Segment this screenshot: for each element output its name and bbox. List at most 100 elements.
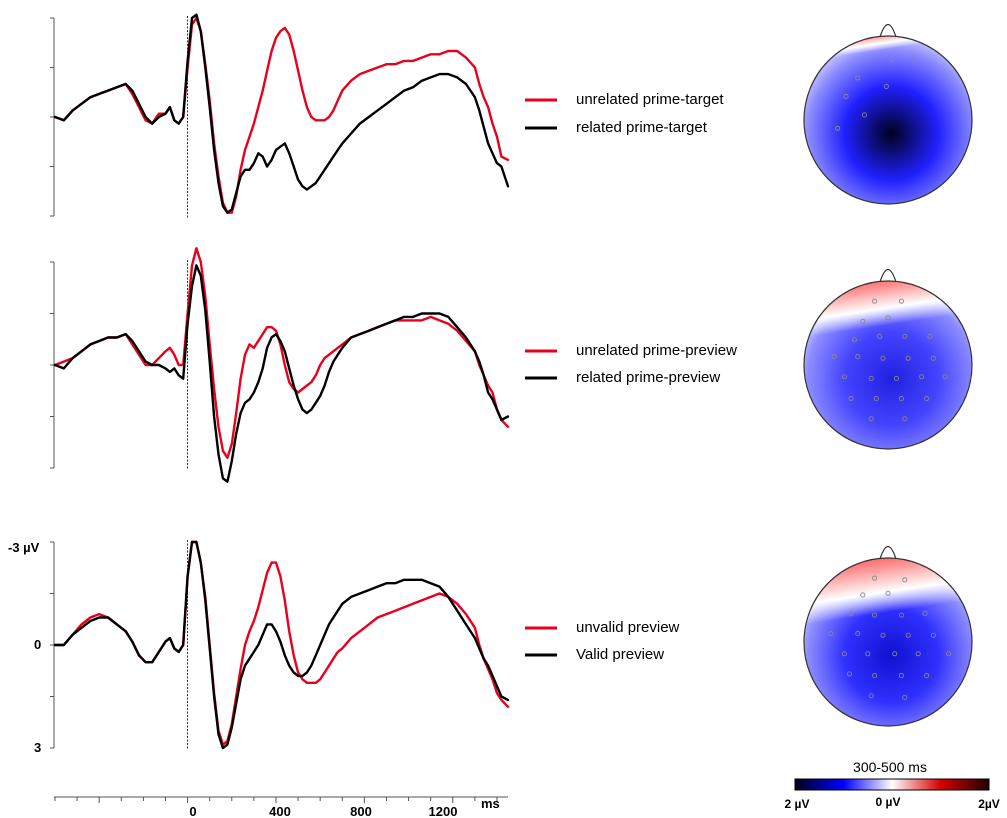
nose-shape [879, 268, 897, 283]
legend-label: related prime-preview [576, 369, 720, 386]
electrode-marker [868, 693, 874, 699]
scalp-frontal-positivity [804, 36, 972, 204]
electrode-marker [873, 396, 879, 402]
electrode-marker [924, 673, 930, 679]
electrode-marker [861, 112, 868, 118]
x-tick-label-0: 0 [189, 804, 196, 818]
electrode-marker [855, 354, 861, 360]
scalp-frontal-positivity [804, 281, 972, 449]
erp-panel-preview-validity [50, 540, 510, 750]
x-tick-label-1200: 1200 [429, 804, 458, 818]
scalp-frontal-positivity [804, 558, 972, 726]
legend-label: unrelated prime-preview [576, 342, 737, 359]
electrode-marker [898, 298, 904, 304]
x-axis [54, 796, 508, 803]
legend-label: Valid preview [576, 646, 664, 663]
electrode-marker [868, 375, 874, 381]
electrode-marker [872, 612, 878, 618]
electrode-marker [905, 632, 911, 638]
electrode-marker [835, 125, 841, 131]
electrode-marker [902, 694, 908, 700]
electrode-marker [888, 56, 894, 63]
scalp-outline [803, 280, 973, 450]
electrode-marker [848, 396, 854, 402]
electrode-marker [860, 318, 866, 324]
series-line-black [53, 540, 510, 750]
legend-label: related prime-target [576, 119, 708, 136]
electrode-marker [843, 93, 849, 100]
series-line-red [53, 247, 510, 459]
legend-label: unrelated prime-target [576, 91, 724, 108]
electrode-marker [885, 590, 891, 596]
electrode-marker [828, 631, 834, 637]
scalp-map [803, 23, 973, 205]
x-tick-label-400: 400 [269, 804, 291, 818]
electrode-marker [868, 416, 874, 422]
y-tick-label-top: -3 µV [8, 540, 40, 555]
electrode-marker [898, 396, 904, 402]
electrode-marker [841, 374, 847, 380]
electrode-marker [855, 631, 861, 637]
legend-prime-preview: unrelated prime-preview related prime-pr… [525, 342, 737, 386]
scalp-map [803, 545, 973, 727]
nose-shape [879, 23, 897, 38]
electrode-marker [902, 577, 908, 583]
electrode-marker [892, 651, 898, 657]
electrode-marker [942, 374, 948, 380]
electrode-marker [865, 651, 871, 657]
x-axis-unit: ms [481, 796, 500, 811]
scalp-maps [803, 23, 973, 727]
electrode-marker [922, 610, 928, 616]
electrode-marker [877, 333, 883, 339]
legend-label: unvalid preview [576, 619, 680, 636]
series-line-red [53, 16, 510, 214]
electrode-marker [872, 673, 878, 679]
electrode-marker [915, 651, 921, 657]
electrode-marker [893, 375, 899, 381]
colorbar-label-left: 2 µV [785, 797, 810, 811]
electrode-marker [880, 632, 886, 638]
electrode-marker [945, 651, 952, 657]
colorbar-label-right: 2µV [978, 797, 1000, 811]
electrode-marker [841, 651, 847, 657]
electrode-marker [831, 354, 837, 360]
electrode-marker [885, 315, 891, 321]
colorbar [794, 778, 990, 791]
electrode-marker [905, 355, 911, 361]
electrode-marker [846, 671, 852, 677]
scalp-outline [803, 35, 973, 205]
x-tick-label-800: 800 [350, 804, 372, 818]
legend-prime-target: unrelated prime-target related prime-tar… [525, 91, 724, 136]
electrode-marker [927, 333, 933, 339]
scalp-outline [803, 557, 973, 727]
electrode-marker [902, 416, 908, 422]
electrode-marker [902, 333, 908, 339]
electrode-marker [910, 56, 916, 63]
electrode-marker [860, 592, 866, 598]
electrode-marker [898, 612, 904, 618]
electrode-marker [898, 673, 904, 679]
electrode-marker [919, 374, 925, 380]
y-tick-label-zero: 0 [34, 637, 41, 652]
erp-panel-prime-target [50, 13, 510, 218]
electrode-marker [930, 355, 936, 361]
colorbar-label-mid: 0 µV [876, 795, 901, 809]
legend-preview-validity: unvalid preview Valid preview [525, 619, 680, 663]
series-line-black [53, 13, 510, 214]
electrode-marker [880, 355, 886, 361]
electrode-marker [848, 610, 854, 616]
time-window-label: 300-500 ms [853, 759, 927, 775]
electrode-marker [855, 75, 861, 81]
electrode-marker [930, 632, 936, 638]
electrode-marker [883, 83, 889, 89]
scalp-map [803, 268, 973, 450]
nose-shape [879, 545, 897, 560]
y-tick-label-bottom: 3 [34, 740, 41, 755]
electrode-marker [851, 337, 857, 343]
electrode-marker [872, 298, 878, 304]
series-line-black [53, 264, 510, 483]
electrode-marker [924, 396, 930, 402]
electrode-marker [872, 575, 878, 581]
erp-panel-prime-preview [50, 247, 510, 483]
